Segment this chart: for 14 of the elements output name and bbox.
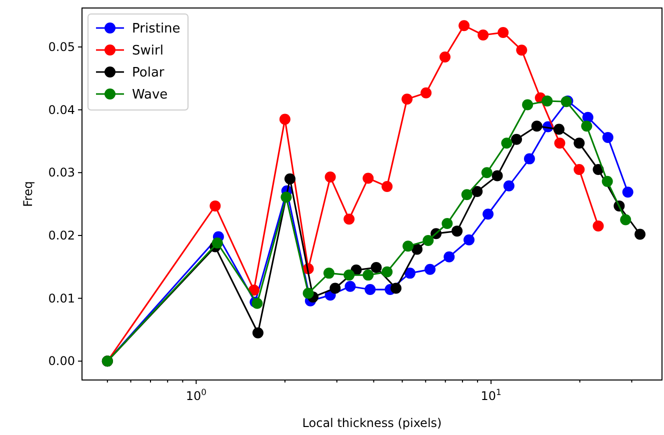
y-tick-label: 0.01 [48,291,75,306]
legend-label: Swirl [132,44,164,58]
y-tick-label: 0.05 [48,40,75,54]
y-tick-label: 0.02 [48,228,75,242]
y-axis-title: Freq [21,181,35,207]
legend-label: Wave [132,88,168,102]
y-tick-label: 0.03 [48,166,75,180]
y-tick-label: 0.04 [48,102,75,117]
legend-label: Pristine [132,22,180,36]
x-axis-title: Local thickness (pixels) [302,416,442,430]
x-tick-label: 10$^{0}$ [186,387,206,403]
y-tick-label: 0.00 [48,354,75,368]
legend-label: Polar [132,66,165,80]
x-tick-label: 10$^{1}$ [480,387,502,403]
